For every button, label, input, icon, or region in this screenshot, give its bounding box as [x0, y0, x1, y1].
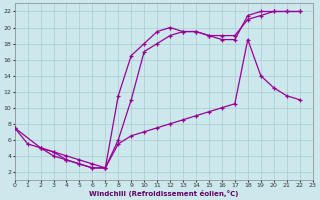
- X-axis label: Windchill (Refroidissement éolien,°C): Windchill (Refroidissement éolien,°C): [89, 190, 238, 197]
